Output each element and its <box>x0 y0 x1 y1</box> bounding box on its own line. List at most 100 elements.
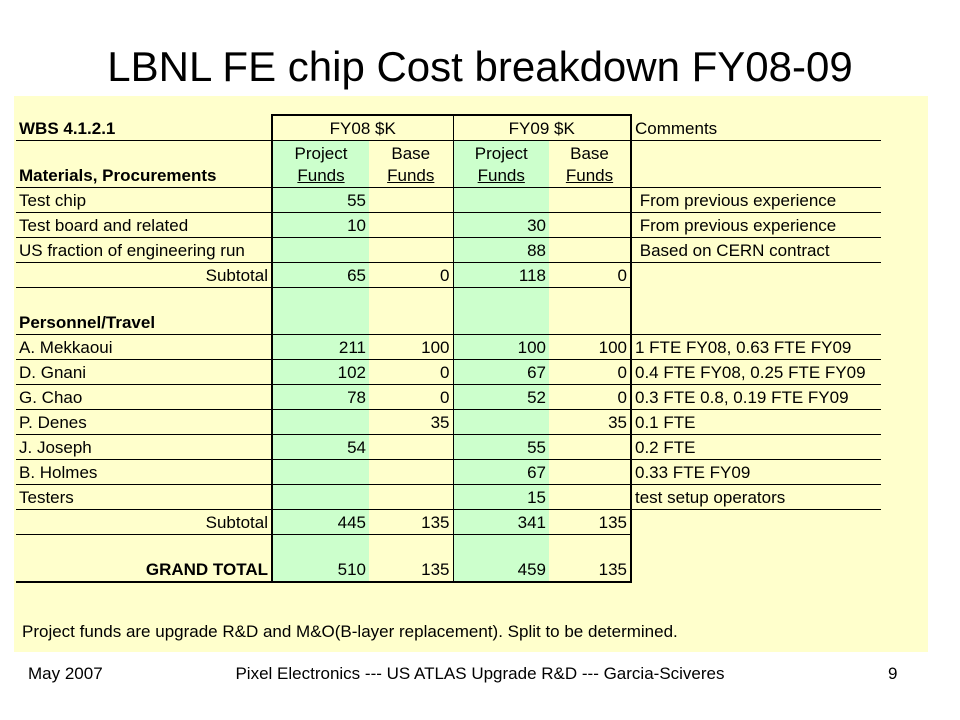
table-row: US fraction of engineering run 88 Based … <box>16 237 881 263</box>
funds-label: Funds <box>387 166 435 185</box>
funds-label: Funds <box>477 166 525 185</box>
fy08-project-cell: 10 <box>271 212 369 238</box>
fy09-base-cell: 135 <box>549 534 632 583</box>
spreadsheet: WBS 4.1.2.1 FY08 $K FY09 $K Comments Mat… <box>14 96 928 652</box>
fy09-project-cell: 55 <box>453 434 549 460</box>
grand-total-label: GRAND TOTAL <box>16 534 272 583</box>
comment-cell: 0.4 FTE FY08, 0.25 FTE FY09 <box>631 359 881 385</box>
table-row: G. Chao 78 0 52 0 0.3 FTE 0.8, 0.19 FTE … <box>16 384 881 410</box>
fy08-base-cell: 135 <box>369 509 454 535</box>
fy09-base-cell <box>549 484 632 510</box>
fy08-project-cell <box>271 484 369 510</box>
fy08-project-cell <box>271 237 369 263</box>
fy08-base-cell <box>369 237 454 263</box>
fy09-project-cell: 67 <box>453 359 549 385</box>
fy09-base-cell <box>549 459 632 485</box>
table-row: P. Denes 35 35 0.1 FTE <box>16 409 881 435</box>
fy09-base-cell: 0 <box>549 384 632 410</box>
comment-cell: 0.1 FTE <box>631 409 881 435</box>
fy08-project-cell: 445 <box>271 509 369 535</box>
fy09-project-cell: 15 <box>453 484 549 510</box>
fy08-project-cell: 65 <box>271 262 369 288</box>
comment-cell: Based on CERN contract <box>631 237 881 263</box>
personnel-heading: Personnel/Travel <box>16 287 272 335</box>
fy09-project-cell: 459 <box>453 534 549 583</box>
personnel-heading-row: Personnel/Travel <box>16 287 881 335</box>
fy08-project-cell: 55 <box>271 187 369 213</box>
fy09-project-cell: 118 <box>453 262 549 288</box>
fy09-header: FY09 $K <box>453 114 632 141</box>
fy08-project-cell: 54 <box>271 434 369 460</box>
fy08-project-header: Project Funds <box>271 140 369 188</box>
subtotal-label: Subtotal <box>16 262 272 288</box>
item-cell: P. Denes <box>16 409 272 435</box>
comment-cell <box>631 510 881 535</box>
footer-title: Pixel Electronics --- US ATLAS Upgrade R… <box>235 664 725 683</box>
header-row-1: WBS 4.1.2.1 FY08 $K FY09 $K Comments <box>16 114 881 141</box>
personnel-subtotal-row: Subtotal 445 135 341 135 <box>16 509 881 535</box>
fy08-base-cell <box>369 484 454 510</box>
table-row: Testers 15 test setup operators <box>16 484 881 510</box>
fy09-project-cell: 341 <box>453 509 549 535</box>
item-cell: A. Mekkaoui <box>16 334 272 360</box>
comment-text: From previous experience <box>639 191 837 210</box>
materials-subtotal-row: Subtotal 65 0 118 0 <box>16 262 881 288</box>
project-label: Project <box>474 144 528 163</box>
fy08-base-cell: 0 <box>369 359 454 385</box>
comment-cell: 0.33 FTE FY09 <box>631 459 881 485</box>
blank-cell <box>549 287 632 335</box>
blank-cell <box>369 287 454 335</box>
comment-text: From previous experience <box>639 216 837 235</box>
header-row-2: Materials, Procurements Project Funds Bas… <box>16 140 881 188</box>
fy09-project-cell: 30 <box>453 212 549 238</box>
fy08-base-cell: 100 <box>369 334 454 360</box>
fy09-project-cell <box>453 187 549 213</box>
fy09-base-cell <box>549 212 632 238</box>
fy09-project-cell <box>453 409 549 435</box>
fy09-project-cell: 100 <box>453 334 549 360</box>
slide-title: LBNL FE chip Cost breakdown FY08-09 <box>107 43 853 90</box>
wbs-label: WBS 4.1.2.1 <box>16 115 272 141</box>
fy09-base-cell <box>549 237 632 263</box>
fy08-base-cell: 0 <box>369 262 454 288</box>
comment-text: Based on CERN contract <box>639 241 830 260</box>
project-label: Project <box>294 144 348 163</box>
fy09-project-cell: 67 <box>453 459 549 485</box>
comment-cell: From previous experience <box>631 187 881 213</box>
fy09-project-cell: 52 <box>453 384 549 410</box>
table-row: A. Mekkaoui 211 100 100 100 1 FTE FY08, … <box>16 334 881 360</box>
page-number: 9 <box>888 664 898 683</box>
fy09-project-cell: 88 <box>453 237 549 263</box>
fy08-project-cell <box>271 459 369 485</box>
fy09-base-cell: 0 <box>549 262 632 288</box>
fy08-header: FY08 $K <box>271 114 454 141</box>
fy08-project-cell: 102 <box>271 359 369 385</box>
fy09-base-header: Base Funds <box>549 140 632 188</box>
fy08-project-cell: 211 <box>271 334 369 360</box>
comment-cell <box>631 263 881 288</box>
cost-table: WBS 4.1.2.1 FY08 $K FY09 $K Comments Mat… <box>16 114 881 583</box>
fy08-project-cell: 78 <box>271 384 369 410</box>
comment-cell: test setup operators <box>631 484 881 510</box>
fy08-base-cell: 35 <box>369 409 454 435</box>
fy08-base-cell <box>369 434 454 460</box>
item-cell: Test chip <box>16 187 272 213</box>
table-row: Test chip 55 From previous experience <box>16 187 881 213</box>
fy08-base-cell: 0 <box>369 384 454 410</box>
comment-cell: 0.2 FTE <box>631 434 881 460</box>
fy08-base-cell <box>369 212 454 238</box>
funds-label: Funds <box>565 166 614 185</box>
fy08-project-cell <box>271 409 369 435</box>
comments-blank <box>631 140 881 188</box>
fy08-base-cell <box>369 459 454 485</box>
table-row: Test board and related 10 30 From previo… <box>16 212 881 238</box>
base-label: Base <box>570 144 609 163</box>
item-cell: D. Gnani <box>16 359 272 385</box>
comment-cell: 0.3 FTE 0.8, 0.19 FTE FY09 <box>631 384 881 410</box>
materials-heading: Materials, Procurements <box>16 140 272 188</box>
table-row: B. Holmes 67 0.33 FTE FY09 <box>16 459 881 485</box>
grand-total-row: GRAND TOTAL 510 135 459 135 <box>16 534 881 583</box>
item-cell: Test board and related <box>16 212 272 238</box>
fy09-base-cell: 35 <box>549 409 632 435</box>
item-cell: J. Joseph <box>16 434 272 460</box>
